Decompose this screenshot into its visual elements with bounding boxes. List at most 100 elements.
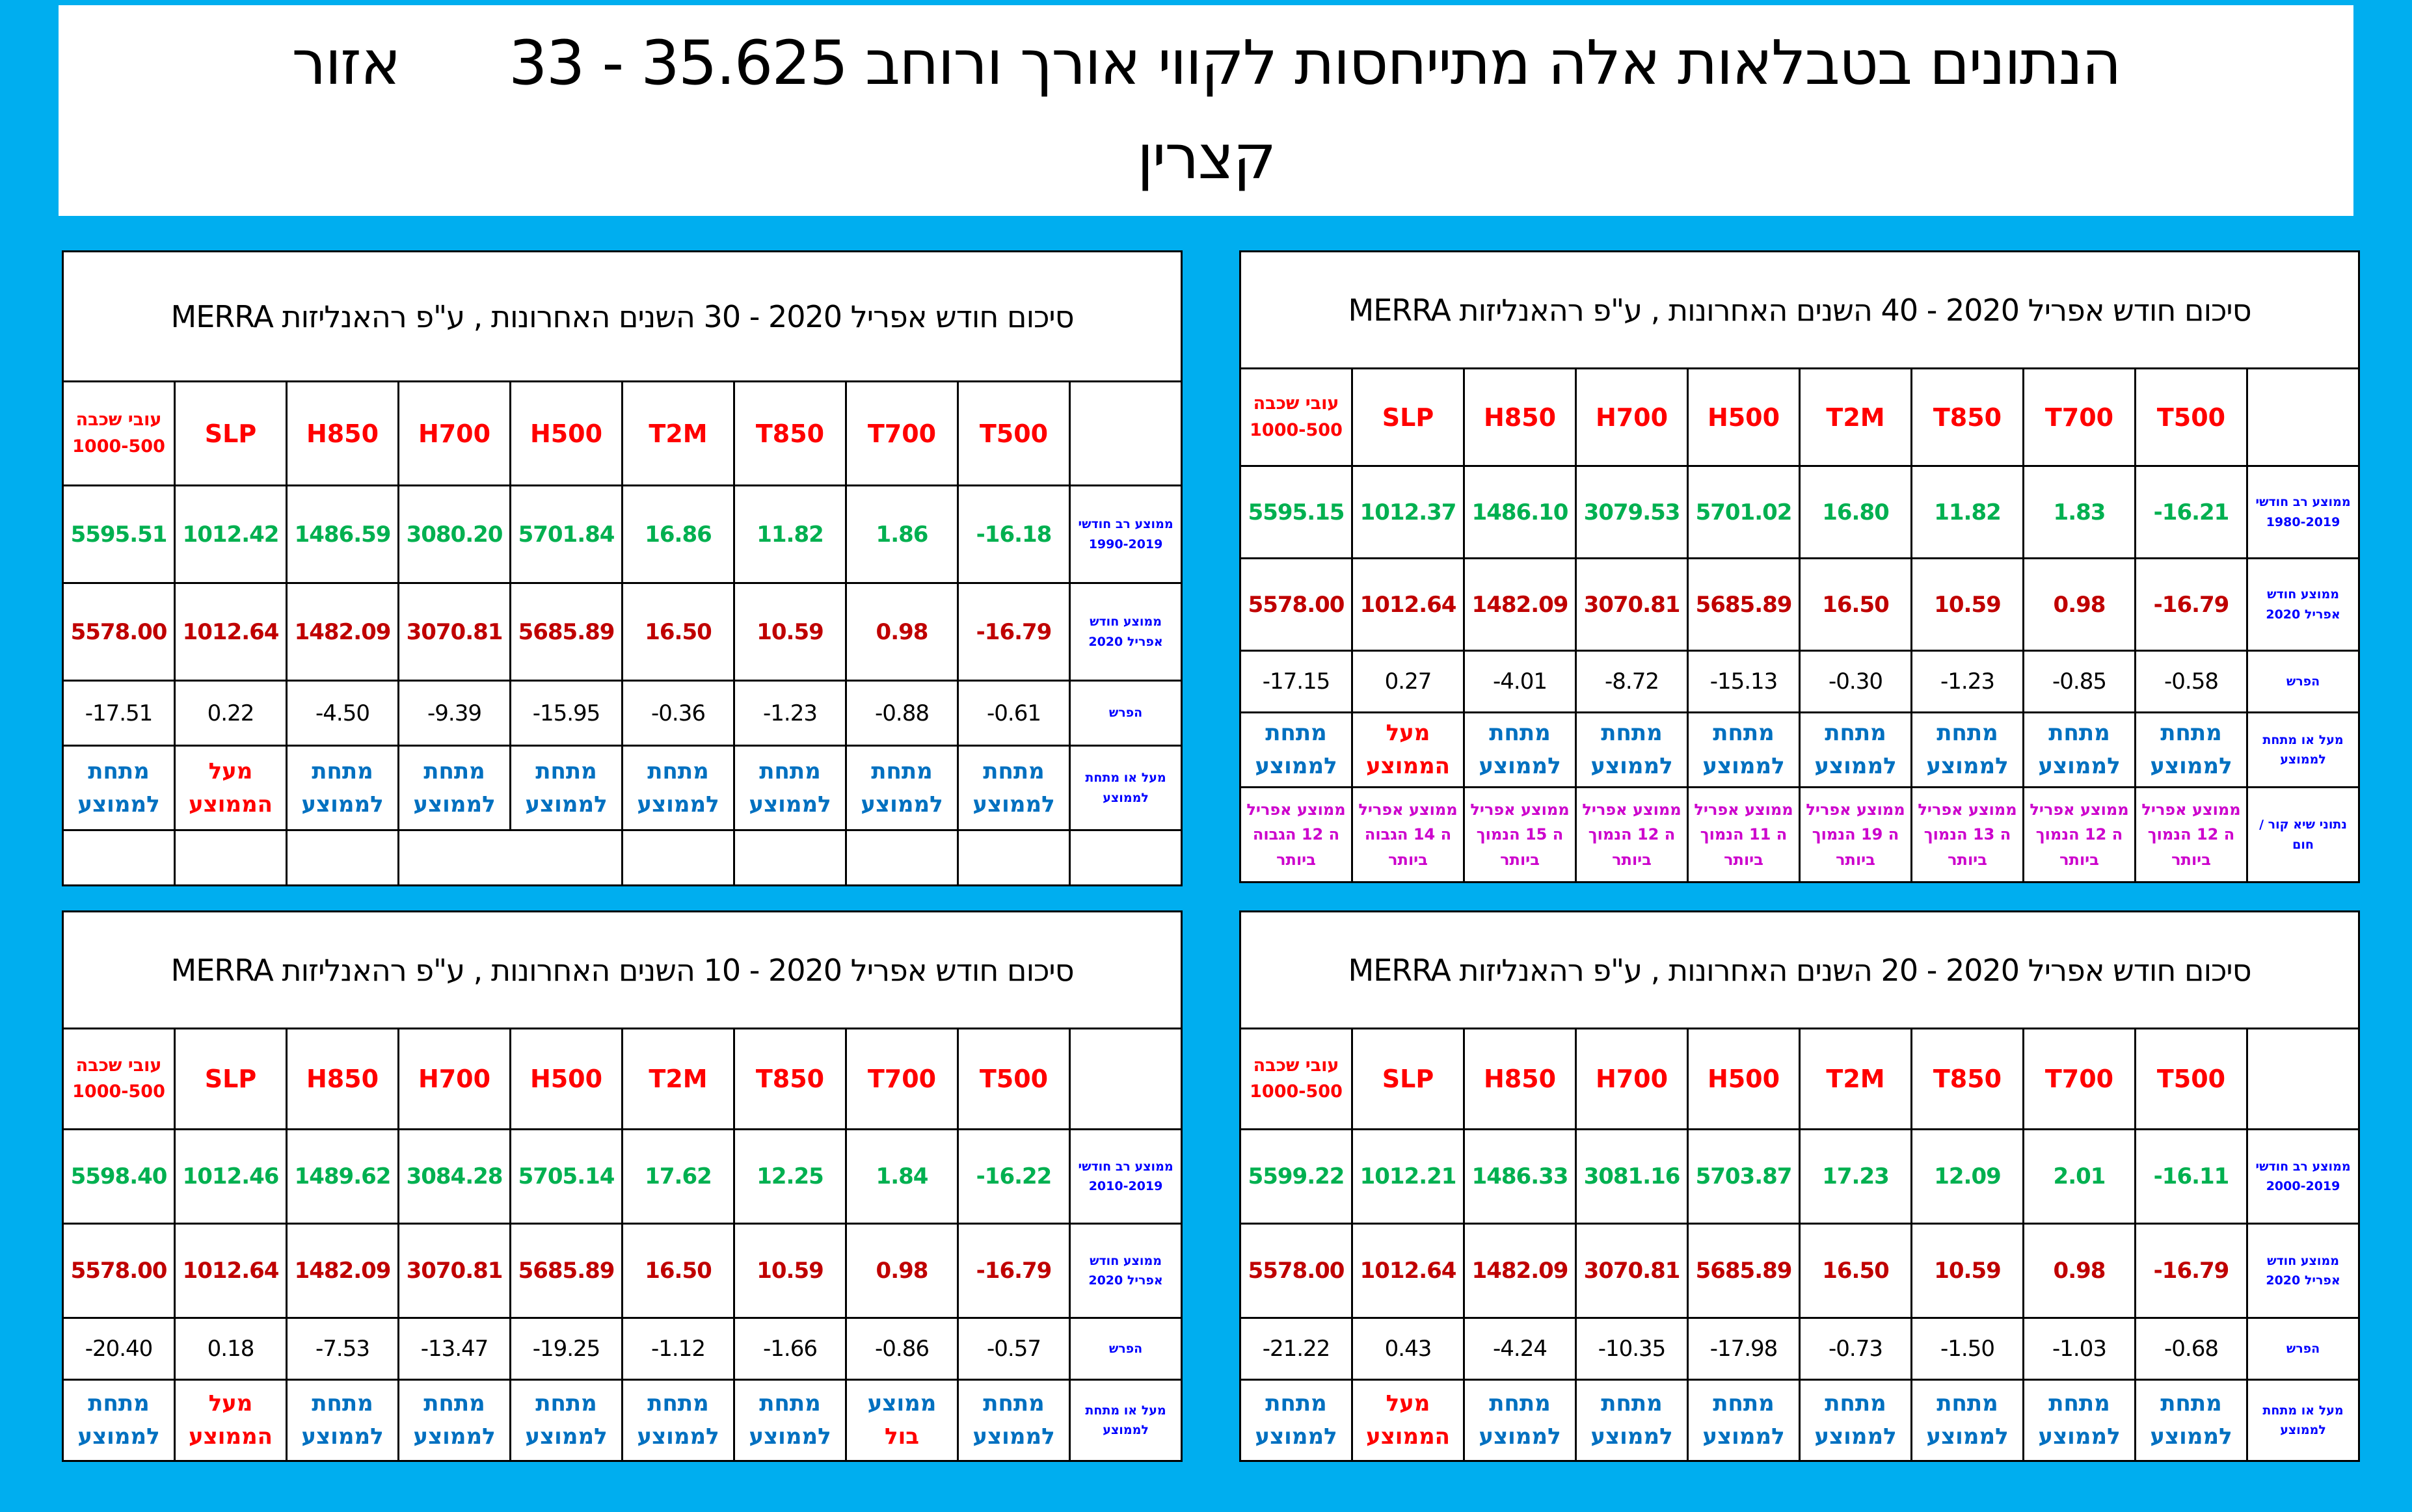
record-rank-cell: ממוצע אפריל ה 12 הגבוה ביותר <box>1239 786 1353 883</box>
column-header-t850: T850 <box>733 1028 847 1130</box>
value-cell: -17.51 <box>62 680 176 747</box>
value-cell: -1.03 <box>2022 1317 2136 1381</box>
value-cell: -4.50 <box>286 680 399 747</box>
empty-cell <box>62 829 176 886</box>
row-label: מעל או מתחת לממוצע <box>1068 1379 1183 1462</box>
value-cell: 17.23 <box>1799 1128 1912 1225</box>
value-cell: 5578.00 <box>1239 557 1353 652</box>
comparison-cell: מתחת לממוצע <box>286 1379 399 1462</box>
row-label: הפרש <box>1068 680 1183 747</box>
value-cell: 5595.51 <box>62 484 176 584</box>
value-cell: 1482.09 <box>286 582 399 682</box>
value-cell: -10.35 <box>1575 1317 1689 1381</box>
value-cell: 5705.14 <box>509 1128 623 1225</box>
row-label: מעל או מתחת לממוצע <box>2245 711 2361 788</box>
column-header-t700: T700 <box>845 380 959 486</box>
value-cell: 5685.89 <box>509 582 623 682</box>
value-cell: -0.30 <box>1799 650 1912 713</box>
value-cell: 12.09 <box>1910 1128 2024 1225</box>
comparison-cell: מתחת לממוצע <box>286 745 399 831</box>
value-cell: 5578.00 <box>1239 1223 1353 1319</box>
column-header-h500: H500 <box>509 1028 623 1130</box>
value-cell: 1012.46 <box>174 1128 288 1225</box>
comparison-cell: מתחת לממוצע <box>2022 1379 2136 1462</box>
summary-table-20-years: סיכום חודש אפריל 2020 - 20 השנים האחרונו… <box>1239 910 2361 1462</box>
empty-cell <box>286 829 399 886</box>
value-cell: -0.86 <box>845 1317 959 1381</box>
value-cell: 1012.37 <box>1351 465 1465 559</box>
comparison-cell: מעל הממוצע <box>174 745 288 831</box>
column-header-t850: T850 <box>1910 1028 2024 1130</box>
value-cell: 0.27 <box>1351 650 1465 713</box>
page-title-line-1: הנתונים בטבלאות אלה מתייחסות לקווי אורך … <box>291 28 2121 99</box>
comparison-cell: מתחת לממוצע <box>1239 1379 1353 1462</box>
value-cell: 10.59 <box>1910 1223 2024 1319</box>
column-header-t2m: T2M <box>621 380 735 486</box>
value-cell: 10.59 <box>733 582 847 682</box>
value-cell: 16.86 <box>621 484 735 584</box>
column-header-row-labels <box>1068 1028 1183 1130</box>
value-cell: 3070.81 <box>397 1223 511 1319</box>
column-header-h850: H850 <box>1463 1028 1577 1130</box>
comparison-cell: מתחת לממוצע <box>1463 1379 1577 1462</box>
comparison-cell: מתחת לממוצע <box>1799 711 1912 788</box>
comparison-cell: מתחת לממוצע <box>1687 1379 1801 1462</box>
value-cell: -1.50 <box>1910 1317 2024 1381</box>
value-cell: 1489.62 <box>286 1128 399 1225</box>
value-cell: 1.84 <box>845 1128 959 1225</box>
row-label: ממוצע רב חודשי 1980-2019 <box>2245 465 2361 559</box>
column-header-t850: T850 <box>733 380 847 486</box>
comparison-cell: ממוצע בול <box>845 1379 959 1462</box>
comparison-cell: מתחת לממוצע <box>1575 711 1689 788</box>
value-cell: 5599.22 <box>1239 1128 1353 1225</box>
value-cell: 3080.20 <box>397 484 511 584</box>
value-cell: 5598.40 <box>62 1128 176 1225</box>
value-cell: -7.53 <box>286 1317 399 1381</box>
column-header-t700: T700 <box>2022 1028 2136 1130</box>
comparison-cell: מתחת לממוצע <box>62 745 176 831</box>
comparison-cell: מתחת לממוצע <box>397 745 511 831</box>
row-label: מעל או מתחת לממוצע <box>2245 1379 2361 1462</box>
value-cell: 0.98 <box>845 582 959 682</box>
value-cell: 0.98 <box>2022 557 2136 652</box>
value-cell: 16.50 <box>621 1223 735 1319</box>
value-cell: 1012.42 <box>174 484 288 584</box>
row-label: נתוני שיא קור / חום <box>2245 786 2361 883</box>
record-rank-cell: ממוצע אפריל ה 12 הנמוך ביותר <box>2134 786 2248 883</box>
value-cell: -0.36 <box>621 680 735 747</box>
value-cell: 0.43 <box>1351 1317 1465 1381</box>
value-cell: 1486.59 <box>286 484 399 584</box>
comparison-cell: מתחת לממוצע <box>957 1379 1071 1462</box>
column-header-layer-thickness: עובי שכבה 1000-500 <box>1239 367 1353 467</box>
column-header-t700: T700 <box>845 1028 959 1130</box>
column-header-row-labels <box>1068 380 1183 486</box>
comparison-cell: מעל הממוצע <box>174 1379 288 1462</box>
value-cell: -16.79 <box>957 1223 1071 1319</box>
comparison-cell: מתחת לממוצע <box>1910 1379 2024 1462</box>
value-cell: 12.25 <box>733 1128 847 1225</box>
row-label: הפרש <box>2245 650 2361 713</box>
summary-table-30-years: סיכום חודש אפריל 2020 - 30 השנים האחרונו… <box>61 250 1183 886</box>
comparison-cell: מתחת לממוצע <box>1687 711 1801 788</box>
value-cell: -16.79 <box>957 582 1071 682</box>
column-header-h700: H700 <box>397 380 511 486</box>
column-header-row-labels <box>2245 367 2361 467</box>
value-cell: -16.22 <box>957 1128 1071 1225</box>
row-label: ממוצע חודש אפריל 2020 <box>1068 582 1183 682</box>
value-cell: -16.18 <box>957 484 1071 584</box>
column-header-slp: SLP <box>1351 1028 1465 1130</box>
value-cell: -4.01 <box>1463 650 1577 713</box>
record-rank-cell: ממוצע אפריל ה 14 הגבוה ביותר <box>1351 786 1465 883</box>
row-label <box>1068 829 1183 886</box>
column-header-row-labels <box>2245 1028 2361 1130</box>
column-header-t2m: T2M <box>1799 1028 1912 1130</box>
comparison-cell: מתחת לממוצע <box>733 745 847 831</box>
empty-cell <box>957 829 1071 886</box>
value-cell: -0.58 <box>2134 650 2248 713</box>
value-cell: 0.22 <box>174 680 288 747</box>
value-cell: -21.22 <box>1239 1317 1353 1381</box>
comparison-cell: מתחת לממוצע <box>509 1379 623 1462</box>
value-cell: 0.98 <box>2022 1223 2136 1319</box>
comparison-cell: מתחת לממוצע <box>621 745 735 831</box>
value-cell: 5701.84 <box>509 484 623 584</box>
